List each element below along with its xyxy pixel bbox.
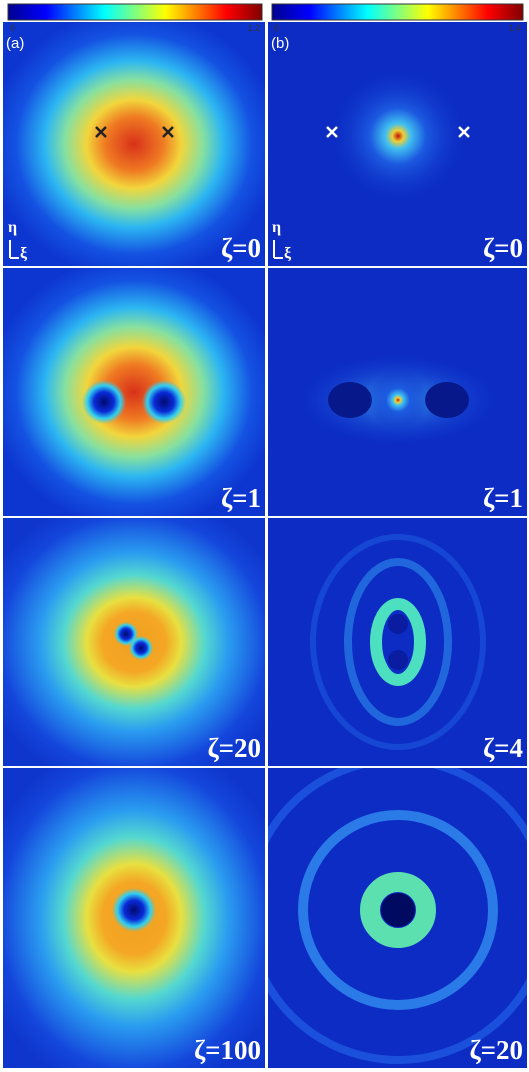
vortex — [129, 636, 153, 660]
vortex — [328, 382, 372, 418]
core — [368, 370, 428, 430]
panel — [3, 268, 265, 516]
panel-label: (b) — [271, 35, 289, 52]
axis-label: η — [8, 219, 17, 236]
axis-arrow — [9, 240, 19, 259]
core — [328, 66, 468, 206]
zeta-label: ζ=4 — [483, 733, 523, 763]
axis-label: ξ — [20, 245, 28, 262]
vortex — [82, 380, 126, 424]
axis-arrow — [273, 240, 283, 259]
panel — [268, 518, 527, 766]
colorbar-max: 1.4 — [508, 23, 521, 33]
colorbar — [7, 3, 263, 21]
colorbar-max: 1.2 — [247, 23, 260, 33]
vortex — [388, 614, 408, 634]
zeta-label: ζ=1 — [221, 483, 261, 513]
zeta-label: ζ=20 — [207, 733, 261, 763]
rings — [268, 768, 527, 1064]
colorbar — [271, 3, 524, 21]
zeta-label: ζ=1 — [483, 483, 523, 513]
colorbar-min: 0 — [10, 23, 15, 33]
vortex — [425, 382, 469, 418]
vortex — [388, 650, 408, 670]
colorbar-min: 0 — [274, 23, 279, 33]
vortex — [142, 380, 186, 424]
panel — [3, 22, 265, 266]
fringes — [310, 534, 486, 750]
marker — [326, 126, 470, 138]
vortex — [112, 888, 156, 932]
axis-label: ξ — [284, 245, 292, 262]
vortex — [114, 622, 138, 646]
axis-label: η — [272, 219, 281, 236]
panel-label: (a) — [6, 35, 24, 52]
vortex — [381, 893, 415, 927]
zeta-label: ζ=100 — [194, 1035, 261, 1065]
marker — [95, 126, 174, 138]
zeta-label: ζ=0 — [483, 233, 523, 263]
zeta-label: ζ=20 — [469, 1035, 523, 1065]
zeta-label: ζ=0 — [221, 233, 261, 263]
